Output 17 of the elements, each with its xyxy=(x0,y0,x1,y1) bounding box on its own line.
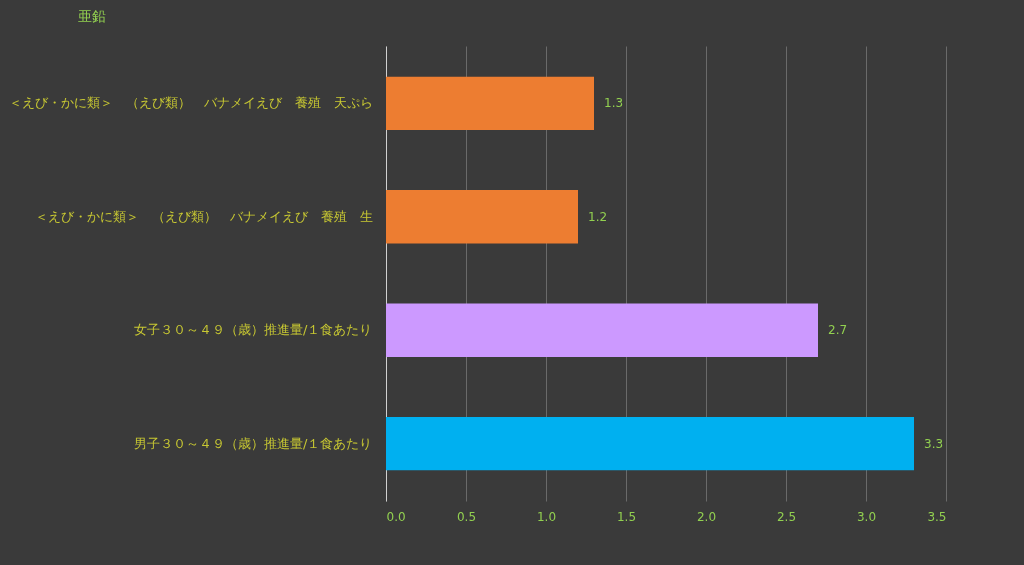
text: 亜鉛 xyxy=(78,8,106,24)
data-label: 1.2 xyxy=(588,209,608,224)
x-tick-label: 2.0 xyxy=(696,509,717,524)
x-tick-label: 3.0 xyxy=(856,509,877,524)
x-tick-label: 0.0 xyxy=(386,509,406,524)
data-label: 2.7 xyxy=(828,323,848,338)
y-tick-label: 女子３０～４９（歳）推進量/１食あたり xyxy=(134,322,373,338)
data-label: 3.3 xyxy=(924,436,944,451)
y-tick-label: ＜えび・かに類＞ （えび類） バナメイえび 養殖 生 xyxy=(34,208,373,224)
data-label: 1.3 xyxy=(604,96,624,111)
y-tick-label: 男子３０～４９（歳）推進量/１食あたり xyxy=(134,435,373,451)
x-tick-label: 1.0 xyxy=(536,509,557,524)
x-tick-label: 1.5 xyxy=(616,509,637,524)
x-tick-label: 0.5 xyxy=(456,509,477,524)
y-tick-label: ＜えび・かに類＞ （えび類） バナメイえび 養殖 天ぷら xyxy=(8,95,373,111)
x-tick-label: 2.5 xyxy=(776,509,797,524)
x-tick-label: 3.5 xyxy=(927,509,947,524)
